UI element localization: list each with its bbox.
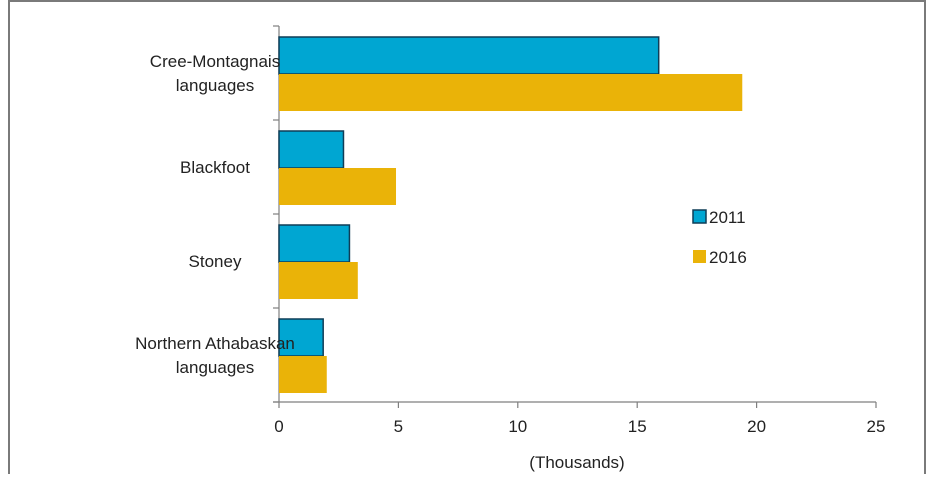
bar-2016 bbox=[279, 356, 327, 393]
category-label: Blackfoot bbox=[180, 158, 250, 177]
chart-frame bbox=[8, 0, 926, 474]
category-label: Cree-Montagnais languages bbox=[150, 52, 280, 95]
x-tick-label: 25 bbox=[867, 417, 886, 436]
category-labels: Cree-Montagnais languages Blackfoot Stoney N… bbox=[135, 52, 295, 377]
category-label: Northern Athabaskan languages bbox=[135, 334, 295, 377]
bar-2016 bbox=[279, 262, 358, 299]
x-tick-label: 15 bbox=[628, 417, 647, 436]
bar-2016 bbox=[279, 168, 397, 205]
legend-label: 2016 bbox=[709, 248, 747, 267]
category-label-line: languages bbox=[176, 76, 254, 95]
x-tick-label: 0 bbox=[274, 417, 283, 436]
category-label-line: Stoney bbox=[189, 252, 242, 271]
chart-bars bbox=[278, 36, 743, 393]
x-tick-label: 20 bbox=[747, 417, 766, 436]
legend-label: 2011 bbox=[709, 208, 746, 227]
category-label-line: Northern Athabaskan bbox=[135, 334, 295, 353]
category-label-line: Cree-Montagnais bbox=[150, 52, 280, 71]
bar-2011 bbox=[278, 224, 351, 263]
category-label-line: languages bbox=[176, 358, 254, 377]
x-tick-label: 5 bbox=[394, 417, 403, 436]
x-tick-labels: 0 5 10 15 20 25 bbox=[274, 417, 885, 436]
category-label: Stoney bbox=[189, 252, 242, 271]
legend: 2011 2016 bbox=[692, 208, 747, 267]
x-axis-label: (Thousands) bbox=[529, 453, 624, 472]
bar-2011 bbox=[278, 130, 345, 169]
bar-2011 bbox=[278, 36, 660, 75]
legend-swatch bbox=[692, 209, 707, 224]
category-label-line: Blackfoot bbox=[180, 158, 250, 177]
bar-2016 bbox=[279, 74, 743, 111]
legend-swatch bbox=[693, 250, 706, 263]
x-tick-label: 10 bbox=[508, 417, 527, 436]
